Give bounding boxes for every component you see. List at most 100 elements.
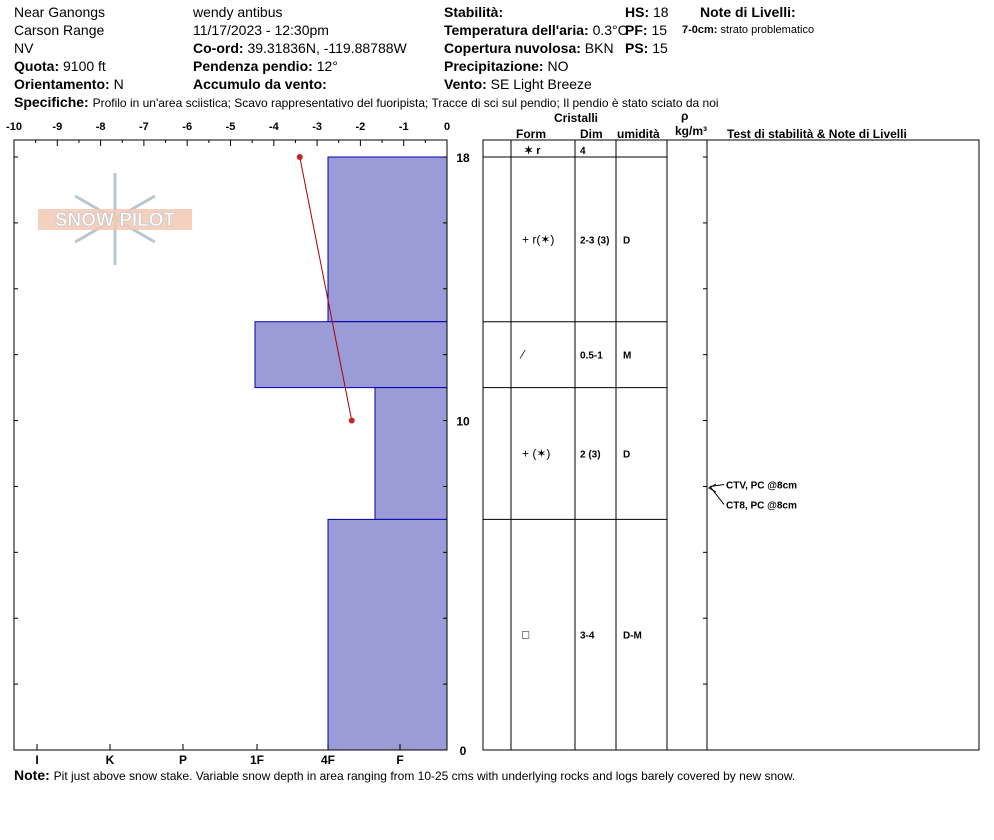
stability-test-arrow	[707, 483, 717, 493]
temperature-point	[348, 417, 355, 424]
wind-loading-label: Accumulo da vento:	[193, 76, 327, 92]
precipitation-value: NO	[547, 58, 569, 74]
layer-moisture: M	[623, 351, 631, 362]
logo-text: SNOW PILOT	[55, 210, 176, 231]
height-tick-label: 0	[460, 744, 467, 758]
moisture-header: umidità	[617, 127, 660, 141]
layer-size: 2-3 (3)	[580, 235, 609, 246]
temp-tick-label: 0	[444, 121, 450, 133]
hardness-tick-label: K	[106, 753, 115, 767]
form-header: Form	[516, 127, 546, 141]
height-tick-label: 18	[456, 151, 470, 165]
layer-size: 2 (3)	[580, 450, 601, 461]
crystals-header: Cristalli	[554, 111, 599, 125]
air-temperature: Temperatura dell'aria: 0.3°C	[444, 22, 628, 38]
wind-label: Vento:	[444, 76, 487, 92]
stability-test-label: CT8, PC @8cm	[726, 500, 797, 511]
note-text: Pit just above snow stake. Variable snow…	[53, 769, 796, 783]
layer-form: + (✶)	[522, 447, 550, 461]
hs: HS: 18	[625, 4, 669, 20]
pf-label: PF:	[625, 22, 648, 38]
stability: Stabilità:	[444, 4, 503, 20]
layer-table-frame	[482, 139, 980, 751]
specifics-label: Specifiche:	[14, 94, 89, 110]
hs-value: 18	[653, 4, 669, 20]
layer-form: □	[522, 628, 529, 642]
pf-value: 15	[651, 22, 668, 38]
ps: PS: 15	[625, 40, 668, 56]
temp-tick-label: -3	[312, 121, 322, 133]
slope-label: Pendenza pendio:	[193, 58, 313, 74]
layer-size: 3-4	[580, 631, 595, 642]
layer-notes-heading: Note di Livelli:	[700, 4, 796, 20]
layer-form: + r(✶)	[522, 232, 554, 246]
observer: wendy antibus	[193, 4, 283, 20]
temp-tick-label: -8	[96, 121, 106, 133]
pf: PF: 15	[625, 22, 667, 38]
specifics: Specifiche: Profilo in un'area sciistica…	[14, 94, 719, 111]
stability-test-leader	[709, 486, 725, 505]
hardness-tick-label: P	[179, 753, 187, 767]
layer-form: ⁄	[519, 348, 526, 362]
layer-moisture: D	[623, 235, 630, 246]
slope-angle: Pendenza pendio: 12°	[193, 58, 338, 74]
coordinates-value: 39.31836N, -119.88788W	[247, 40, 407, 56]
air-temperature-label: Temperatura dell'aria:	[444, 22, 589, 38]
temp-tick-label: -6	[182, 121, 192, 133]
temp-tick-label: -5	[226, 121, 236, 133]
footer-note: Note: Pit just above snow stake. Variabl…	[14, 767, 795, 784]
wind: Vento: SE Light Breeze	[444, 76, 592, 92]
date-time: 11/17/2023 - 12:30pm	[193, 22, 329, 38]
precipitation: Precipitazione: NO	[444, 58, 568, 74]
location: Near Ganongs	[14, 4, 106, 20]
temp-tick-label: -1	[399, 121, 409, 133]
sky-cover-label: Copertura nuvolosa:	[444, 40, 581, 56]
temp-tick-label: -4	[269, 121, 280, 133]
layer-moisture: D	[623, 450, 630, 461]
coordinates-label: Co-ord:	[193, 40, 244, 56]
surface-size: 4	[580, 146, 586, 157]
aspect-label: Orientamento:	[14, 76, 110, 92]
layer-moisture: D-M	[623, 631, 642, 642]
hs-label: HS:	[625, 4, 650, 20]
wind-loading: Accumulo da vento:	[193, 76, 327, 92]
mountain-range: Carson Range	[14, 22, 105, 38]
temp-tick-label: -9	[52, 121, 62, 133]
slope-value: 12°	[316, 58, 338, 74]
hardness-tick-label: 4F	[321, 753, 335, 767]
hardness-bar-1	[254, 321, 448, 389]
layer-note: 7-0cm: strato problematico	[682, 24, 814, 37]
hardness-bar-3	[327, 518, 448, 751]
density-unit-header: kg/m³	[675, 124, 708, 138]
surface-form: ✶ r	[524, 145, 541, 157]
snowpilot-logo: SNOW PILOT	[38, 173, 192, 265]
layer-note-range: 7-0cm:	[682, 24, 718, 36]
stability-test-label: CTV, PC @8cm	[726, 480, 797, 491]
aspect-value: N	[113, 76, 124, 92]
elevation-label: Quota:	[14, 58, 60, 74]
air-temperature-value: 0.3°C	[592, 22, 628, 38]
coordinates: Co-ord: 39.31836N, -119.88788W	[193, 40, 407, 56]
temperature-point	[296, 154, 303, 160]
aspect: Orientamento: N	[14, 76, 124, 92]
note-label: Note:	[14, 767, 50, 783]
wind-value: SE Light Breeze	[490, 76, 592, 92]
elevation-value: 9100 ft	[63, 58, 106, 74]
stability-label: Stabilità:	[444, 4, 504, 20]
hardness-tick-label: I	[35, 753, 38, 767]
state: NV	[14, 40, 34, 56]
precipitation-label: Precipitazione:	[444, 58, 544, 74]
elevation: Quota: 9100 ft	[14, 58, 106, 74]
size-header: Dim	[580, 127, 603, 141]
ps-label: PS:	[625, 40, 649, 56]
hardness-bar-2	[374, 387, 448, 520]
temp-tick-label: -2	[356, 121, 366, 133]
rho-header: ρ	[681, 109, 689, 123]
sky-cover: Copertura nuvolosa: BKN	[444, 40, 614, 56]
height-tick-label: 10	[456, 415, 470, 429]
layer-note-text: strato problematico	[720, 24, 815, 36]
temperature-profile-line	[299, 156, 353, 421]
ps-value: 15	[652, 40, 668, 56]
specifics-text: Profilo in un'area sciistica; Scavo rapp…	[92, 96, 719, 110]
